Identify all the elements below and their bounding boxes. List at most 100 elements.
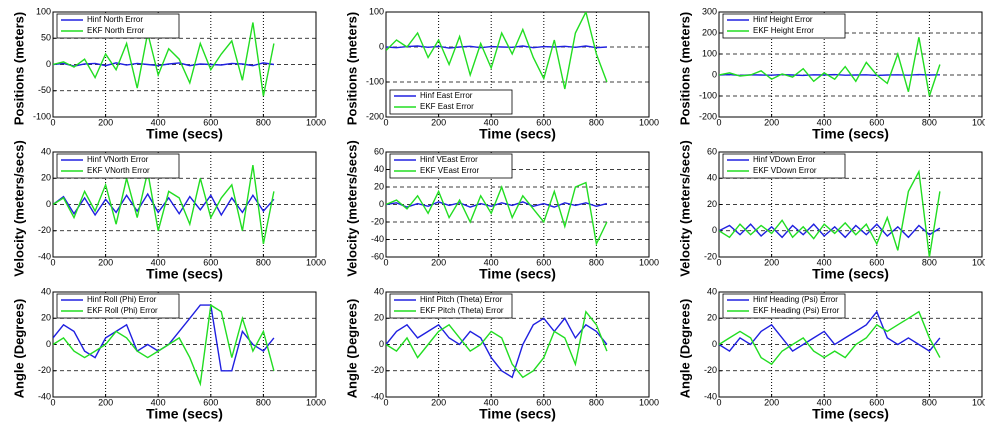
y-tick-label: -100 xyxy=(366,76,384,86)
y-tick-label: 0 xyxy=(712,339,717,349)
x-tick-label: 800 xyxy=(589,397,604,407)
y-tick-label: -60 xyxy=(371,251,384,261)
y-tick-label: -40 xyxy=(38,391,51,401)
legend-label: EKF Heading (Psi) Error xyxy=(753,306,840,315)
y-axis-label: Angle (Degrees) xyxy=(344,299,359,399)
y-tick-label: 20 xyxy=(41,313,51,323)
x-tick-label: 200 xyxy=(764,117,779,127)
data-line xyxy=(719,310,941,353)
x-tick-label: 800 xyxy=(922,257,937,267)
series-group xyxy=(53,303,275,387)
x-tick-label: 600 xyxy=(203,397,218,407)
legend-label: EKF North Error xyxy=(87,26,145,35)
legend-box xyxy=(722,293,846,319)
legend-label: Hinf East Error xyxy=(420,91,473,100)
x-tick-label: 800 xyxy=(256,397,271,407)
legend-label: Hinf Roll (Phi) Error xyxy=(87,295,157,304)
x-tick-label: 600 xyxy=(869,257,884,267)
y-tick-label: 200 xyxy=(702,27,717,37)
legend-label: EKF VNorth Error xyxy=(87,166,150,175)
x-tick-label: 800 xyxy=(922,117,937,127)
series-group xyxy=(719,310,941,366)
y-axis-label: Positions (meters) xyxy=(677,12,692,125)
x-tick-label: 600 xyxy=(536,397,551,407)
y-tick-label: 0 xyxy=(46,199,51,209)
y-tick-label: 300 xyxy=(702,6,717,16)
x-axis-label: Time (secs) xyxy=(812,406,889,422)
x-tick-label: 400 xyxy=(151,257,166,267)
x-tick-label: 1000 xyxy=(639,397,659,407)
legend-label: Hinf Heading (Psi) Error xyxy=(753,295,838,304)
y-tick-label: 20 xyxy=(374,313,384,323)
y-axis-label: Angle (Degrees) xyxy=(11,299,26,399)
data-line xyxy=(53,22,275,97)
y-tick-label: 40 xyxy=(707,173,717,183)
legend-box xyxy=(722,153,846,179)
data-line xyxy=(386,181,608,247)
x-tick-label: 1000 xyxy=(639,117,659,127)
data-line xyxy=(53,62,275,67)
legend-box xyxy=(722,13,846,39)
series-group xyxy=(719,37,941,97)
x-tick-label: 200 xyxy=(431,257,446,267)
y-tick-label: -20 xyxy=(704,365,717,375)
y-tick-label: 40 xyxy=(41,286,51,296)
y-tick-label: 20 xyxy=(41,173,51,183)
y-tick-label: 50 xyxy=(41,33,51,43)
legend-label: EKF Pitch (Theta) Error xyxy=(420,306,504,315)
x-tick-label: 1000 xyxy=(972,117,985,127)
data-line xyxy=(719,310,941,366)
x-tick-label: 600 xyxy=(203,117,218,127)
y-tick-label: -40 xyxy=(371,234,384,244)
y-axis-label: Velocity (meters/secs) xyxy=(677,140,692,277)
x-tick-label: 800 xyxy=(256,257,271,267)
legend-label: Hinf VDown Error xyxy=(753,155,816,164)
y-axis-label: Positions (meters) xyxy=(11,12,26,125)
x-tick-label: 200 xyxy=(98,117,113,127)
x-tick-label: 200 xyxy=(98,397,113,407)
legend-label: Hinf VNorth Error xyxy=(87,155,149,164)
x-tick-label: 1000 xyxy=(972,257,985,267)
y-tick-label: 0 xyxy=(379,199,384,209)
x-axis-label: Time (secs) xyxy=(479,126,556,142)
x-tick-label: 0 xyxy=(716,117,721,127)
legend-box xyxy=(389,153,513,179)
legend-box xyxy=(56,13,180,39)
y-axis-label: Angle (Degrees) xyxy=(677,299,692,399)
y-tick-label: 0 xyxy=(379,339,384,349)
y-tick-label: 60 xyxy=(374,146,384,156)
data-line xyxy=(53,303,275,387)
x-tick-label: 1000 xyxy=(972,397,985,407)
x-axis-label: Time (secs) xyxy=(479,266,556,282)
x-tick-label: 200 xyxy=(764,397,779,407)
legend-label: Hinf North Error xyxy=(87,15,143,24)
y-tick-label: 40 xyxy=(707,286,717,296)
y-axis-label: Positions (meters) xyxy=(344,12,359,125)
y-tick-label: 0 xyxy=(46,59,51,69)
y-tick-label: 100 xyxy=(36,6,51,16)
legend-label: EKF VDown Error xyxy=(753,166,817,175)
x-tick-label: 800 xyxy=(589,257,604,267)
y-tick-label: -20 xyxy=(371,216,384,226)
x-tick-label: 400 xyxy=(484,397,499,407)
series-group xyxy=(53,22,275,97)
x-tick-label: 0 xyxy=(383,117,388,127)
x-tick-label: 400 xyxy=(151,117,166,127)
y-tick-label: -40 xyxy=(371,391,384,401)
legend-box xyxy=(389,293,513,319)
legend-label: EKF Roll (Phi) Error xyxy=(87,306,158,315)
y-tick-label: 0 xyxy=(46,339,51,349)
data-line xyxy=(386,317,608,379)
data-line xyxy=(386,310,608,379)
legend-label: Hinf Pitch (Theta) Error xyxy=(420,295,503,304)
x-axis-label: Time (secs) xyxy=(146,406,223,422)
x-axis-label: Time (secs) xyxy=(812,266,889,282)
x-tick-label: 1000 xyxy=(306,117,326,127)
x-axis-label: Time (secs) xyxy=(812,126,889,142)
x-tick-label: 400 xyxy=(151,397,166,407)
y-tick-label: 40 xyxy=(374,286,384,296)
y-tick-label: 0 xyxy=(379,41,384,51)
data-line xyxy=(53,164,275,245)
x-tick-label: 0 xyxy=(716,257,721,267)
y-tick-label: -200 xyxy=(699,111,717,121)
